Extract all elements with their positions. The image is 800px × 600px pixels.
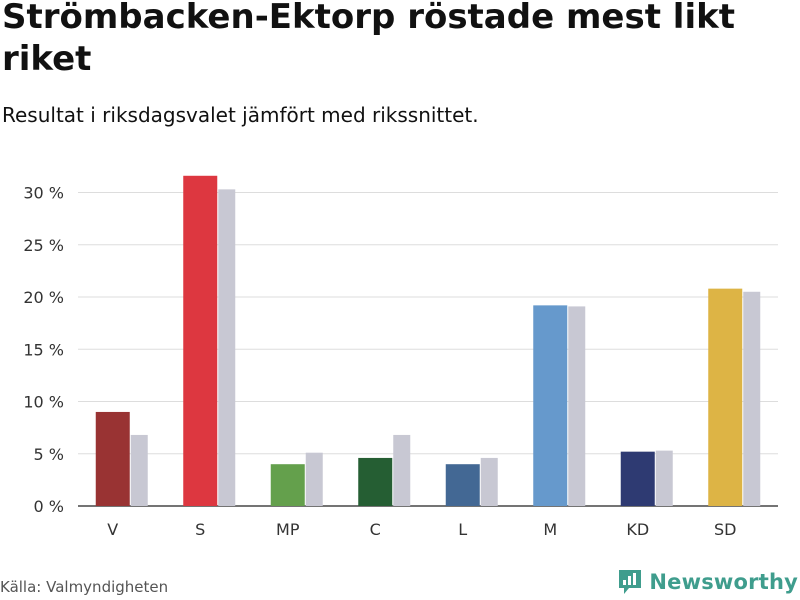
bar-riket-v [130,434,148,506]
bar-district-m [533,305,568,506]
bar-riket-sd [743,291,761,506]
y-tick-label: 5 % [34,445,64,464]
y-tick-label: 30 % [23,184,64,203]
bar-riket-kd [655,450,673,506]
chart-subtitle: Resultat i riksdagsvalet jämfört med rik… [2,103,479,127]
bar-district-sd [708,288,743,506]
brand-name: Newsworthy [649,570,798,594]
newsworthy-logo-icon [619,570,642,594]
brand-logo: Newsworthy [617,568,798,596]
chart-title: Strömbacken-Ektorp röstade mest likt rik… [2,0,735,79]
bar-district-l [445,464,480,506]
y-tick-label: 0 % [34,497,64,516]
y-tick-label: 10 % [23,393,64,412]
x-tick-label: SD [714,520,736,539]
bar-riket-mp [305,452,323,506]
source-note: Källa: Valmyndigheten [0,578,169,596]
bar-riket-m [568,306,586,506]
x-tick-label: M [543,520,557,539]
x-tick-label: L [458,520,467,539]
bar-riket-s [218,189,236,507]
x-tick-label: V [107,520,118,539]
x-tick-label: S [195,520,205,539]
bar-district-s [183,175,218,506]
x-tick-label: KD [626,520,649,539]
bar-district-c [358,457,393,506]
y-tick-label: 20 % [23,288,64,307]
bar-district-kd [620,451,655,506]
bar-district-v [95,411,130,506]
y-tick-label: 15 % [23,340,64,359]
x-tick-label: C [370,520,381,539]
bar-riket-c [393,434,411,506]
bar-district-mp [270,464,305,506]
y-tick-label: 25 % [23,236,64,255]
bar-riket-l [480,457,498,506]
x-tick-label: MP [276,520,300,539]
